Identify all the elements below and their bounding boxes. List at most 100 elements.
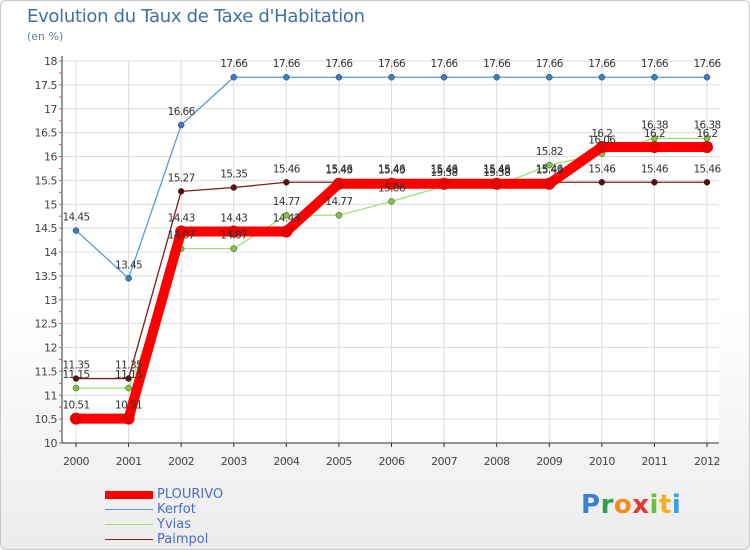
data-label-paimpol: 15.46 xyxy=(325,163,353,175)
data-label-paimpol: 11.35 xyxy=(115,360,142,372)
data-label-plourivo: 15.43 xyxy=(536,165,563,177)
data-point-plourivo xyxy=(70,412,82,425)
chart-title: Evolution du Taux de Taxe d'Habitation xyxy=(27,6,365,27)
y-tick-label: 18 xyxy=(44,55,57,68)
data-label-kerfot: 16.66 xyxy=(168,106,196,118)
data-point-plourivo xyxy=(332,177,345,190)
data-point-yvias xyxy=(388,198,395,205)
data-point-paimpol xyxy=(230,184,237,191)
data-label-yvias: 15.38 xyxy=(431,167,458,179)
x-tick-label: 2002 xyxy=(168,455,194,468)
data-point-plourivo xyxy=(227,225,240,238)
x-tick-label: 2004 xyxy=(273,455,299,468)
y-tick-label: 13.5 xyxy=(35,270,58,283)
data-point-yvias xyxy=(72,384,80,392)
data-label-yvias: 16.38 xyxy=(641,119,668,131)
data-label-yvias: 15.38 xyxy=(483,167,510,179)
legend-label: PLOURIVO xyxy=(157,487,224,502)
data-label-yvias: 15.06 xyxy=(378,182,406,194)
y-tick-label: 12.5 xyxy=(35,318,58,331)
y-tick-label: 11 xyxy=(44,389,57,402)
legend-item-paimpol: Paimpol xyxy=(105,532,223,547)
data-point-paimpol xyxy=(598,179,606,186)
data-point-yvias xyxy=(546,161,553,169)
data-point-plourivo xyxy=(385,177,398,190)
y-tick-label: 17 xyxy=(44,103,57,116)
data-label-yvias: 11.15 xyxy=(115,369,142,381)
logo-letter: t xyxy=(658,490,672,520)
data-point-paimpol xyxy=(177,188,185,195)
data-label-yvias: 11.15 xyxy=(62,369,89,381)
y-tick-label: 17.5 xyxy=(35,79,58,92)
data-point-paimpol xyxy=(72,375,80,382)
data-label-kerfot: 17.66 xyxy=(693,58,721,70)
data-label-kerfot: 17.66 xyxy=(325,58,353,70)
data-label-kerfot: 17.66 xyxy=(641,58,669,70)
data-point-paimpol xyxy=(703,179,711,186)
data-label-kerfot: 14.45 xyxy=(62,212,89,224)
data-label-kerfot: 17.66 xyxy=(378,58,406,70)
data-label-yvias: 15.82 xyxy=(536,146,563,158)
y-tick-label: 16 xyxy=(44,151,57,164)
logo-letter: r xyxy=(600,490,614,520)
data-label-plourivo: 15.43 xyxy=(431,165,458,177)
data-label-kerfot: 17.66 xyxy=(431,58,459,70)
data-label-paimpol: 15.46 xyxy=(536,163,564,175)
data-label-paimpol: 11.35 xyxy=(62,360,89,372)
data-label-paimpol: 15.35 xyxy=(220,169,247,181)
chart-legend: PLOURIVO Kerfot Yvias Paimpol xyxy=(105,487,223,547)
data-label-kerfot: 17.66 xyxy=(536,58,564,70)
legend-label: Paimpol xyxy=(157,532,209,547)
logo-letter: i xyxy=(649,490,659,520)
data-point-kerfot xyxy=(230,73,237,81)
legend-item-plourivo: PLOURIVO xyxy=(105,487,223,502)
data-label-yvias: 14.07 xyxy=(168,230,195,242)
data-point-plourivo xyxy=(595,140,608,153)
y-tick-label: 15.5 xyxy=(35,174,58,187)
data-label-paimpol: 15.27 xyxy=(168,172,195,184)
legend-swatch xyxy=(105,509,153,510)
logo-letter: x xyxy=(632,490,650,520)
data-point-plourivo xyxy=(543,177,556,190)
data-label-plourivo: 16.2 xyxy=(591,128,612,140)
x-tick-label: 2005 xyxy=(326,455,352,468)
data-label-kerfot: 13.45 xyxy=(115,259,142,271)
legend-item-yvias: Yvias xyxy=(105,517,223,532)
data-point-plourivo xyxy=(701,140,713,153)
x-tick-label: 2008 xyxy=(484,455,510,468)
y-tick-label: 16.5 xyxy=(35,127,58,140)
legend-swatch xyxy=(105,539,153,540)
data-point-kerfot xyxy=(72,227,80,234)
x-tick-label: 2000 xyxy=(63,455,89,468)
data-label-paimpol: 15.46 xyxy=(378,163,406,175)
data-point-yvias xyxy=(230,245,237,252)
data-point-kerfot xyxy=(125,275,132,282)
data-point-plourivo xyxy=(280,225,293,238)
data-point-kerfot xyxy=(703,73,711,81)
data-label-kerfot: 17.66 xyxy=(588,58,616,70)
data-label-paimpol: 15.46 xyxy=(483,163,511,175)
data-label-plourivo: 15.43 xyxy=(325,165,352,177)
x-tick-label: 2009 xyxy=(536,455,562,468)
logo-letter: P xyxy=(581,490,601,520)
legend-swatch xyxy=(105,524,153,525)
y-tick-label: 10 xyxy=(44,437,57,450)
data-point-kerfot xyxy=(283,73,290,81)
x-tick-label: 2006 xyxy=(379,455,405,468)
logo-letter: i xyxy=(671,490,682,520)
logo-letter: o xyxy=(613,490,633,520)
data-label-paimpol: 15.46 xyxy=(273,163,301,175)
chart-subtitle: (en %) xyxy=(27,30,64,43)
data-label-yvias: 14.77 xyxy=(325,196,352,208)
data-point-plourivo xyxy=(122,412,135,425)
y-tick-label: 11.5 xyxy=(35,365,58,378)
y-tick-label: 14 xyxy=(44,246,57,259)
x-tick-label: 2012 xyxy=(694,455,720,468)
data-point-paimpol xyxy=(283,179,290,186)
y-tick-label: 13 xyxy=(44,294,57,307)
data-label-yvias: 14.77 xyxy=(273,196,300,208)
legend-label: Yvias xyxy=(157,517,191,532)
data-point-plourivo xyxy=(648,140,661,153)
